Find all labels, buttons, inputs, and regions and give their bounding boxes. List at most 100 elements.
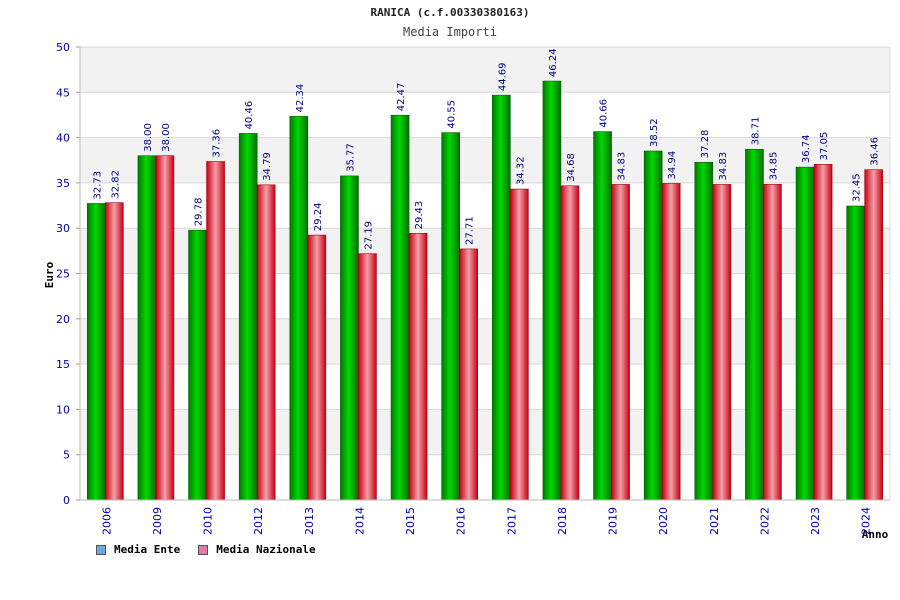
y-tick-label: 0 <box>63 494 70 507</box>
x-tick-label: 2023 <box>809 507 822 535</box>
data-label: 35.77 <box>345 143 356 172</box>
bar-media-ente <box>188 229 207 501</box>
data-label: 42.34 <box>295 84 306 113</box>
bar-media-ente <box>694 161 714 501</box>
bar-media-ente <box>795 166 815 501</box>
x-tick-label: 2014 <box>353 507 366 535</box>
bar-media-ente <box>238 133 258 501</box>
data-label: 38.00 <box>143 123 154 152</box>
x-tick-label: 2020 <box>657 507 670 535</box>
bar-media-nazionale <box>307 234 327 501</box>
data-label: 34.83 <box>718 152 729 181</box>
y-tick-label: 20 <box>56 313 70 326</box>
data-label: 44.69 <box>497 62 508 91</box>
bar-media-nazionale <box>864 169 883 501</box>
x-tick-label: 2015 <box>404 507 417 535</box>
data-label: 38.00 <box>161 123 172 152</box>
bar-media-ente <box>340 175 359 501</box>
bar-media-ente <box>390 114 410 501</box>
chart-title: RANICA (c.f.00330380163) <box>370 6 530 19</box>
data-label: 37.36 <box>212 129 223 158</box>
x-axis-label: Anno <box>862 528 889 541</box>
data-label: 34.32 <box>515 156 526 185</box>
bar-media-ente <box>745 148 764 501</box>
y-tick-label: 25 <box>56 268 70 281</box>
bar-media-ente <box>846 205 865 501</box>
bar-media-ente <box>137 155 157 501</box>
x-tick-label: 2017 <box>505 507 518 535</box>
data-label: 42.47 <box>396 83 407 112</box>
legend-item-nazionale: Media Nazionale <box>198 543 316 556</box>
bar-media-ente <box>492 94 511 501</box>
x-tick-label: 2016 <box>455 507 468 535</box>
data-label: 37.28 <box>700 130 711 159</box>
data-label: 40.46 <box>244 101 255 130</box>
data-label: 32.45 <box>852 173 863 202</box>
bar-media-nazionale <box>560 185 580 501</box>
bar-media-ente <box>542 80 562 501</box>
y-tick-label: 45 <box>56 86 70 99</box>
data-label: 34.83 <box>617 152 628 181</box>
bar-media-nazionale <box>206 161 225 501</box>
x-tick-label: 2021 <box>708 507 721 535</box>
data-label: 36.74 <box>801 134 812 163</box>
chart-subtitle: Media Importi <box>403 25 497 39</box>
bar-media-nazionale <box>611 184 630 501</box>
x-tick-label: 2019 <box>607 507 620 535</box>
legend-label-ente: Media Ente <box>114 543 181 556</box>
data-label: 36.46 <box>870 137 881 166</box>
bar-media-nazionale <box>408 233 428 501</box>
data-label: 46.24 <box>548 48 559 77</box>
legend-item-ente: Media Ente <box>96 543 180 556</box>
data-label: 34.68 <box>566 153 577 182</box>
bar-media-nazionale <box>813 164 833 501</box>
bar-media-nazionale <box>155 155 175 501</box>
data-label: 40.66 <box>599 99 610 128</box>
x-tick-label: 2006 <box>100 507 113 535</box>
x-tick-label: 2013 <box>303 507 316 535</box>
bar-media-nazionale <box>661 183 681 501</box>
legend: Media Ente Media Nazionale <box>96 543 334 556</box>
x-tick-label: 2018 <box>556 507 569 535</box>
data-label: 40.55 <box>447 100 458 129</box>
plot-band <box>80 47 890 93</box>
bar-media-ente <box>643 150 663 501</box>
legend-swatch-ente <box>96 544 106 555</box>
bar-media-nazionale <box>763 183 782 501</box>
legend-swatch-nazionale <box>198 544 209 555</box>
data-label: 27.71 <box>465 216 476 245</box>
y-tick-label: 15 <box>56 358 70 371</box>
x-tick-label: 2012 <box>252 507 265 535</box>
data-label: 34.94 <box>667 151 678 180</box>
y-tick-label: 40 <box>56 132 70 145</box>
bar-media-nazionale <box>105 202 124 501</box>
bar-media-nazionale <box>256 184 276 501</box>
x-tick-label: 2010 <box>202 507 215 535</box>
data-label: 34.79 <box>262 152 273 181</box>
x-tick-label: 2009 <box>151 507 164 535</box>
y-tick-label: 35 <box>56 177 70 190</box>
data-label: 34.85 <box>768 152 779 181</box>
data-label: 29.24 <box>313 202 324 231</box>
data-label: 29.78 <box>194 198 205 227</box>
bar-media-ente <box>87 203 106 501</box>
legend-label-nazionale: Media Nazionale <box>216 543 316 556</box>
data-label: 38.71 <box>750 117 761 146</box>
plot-band <box>80 92 890 138</box>
bar-media-nazionale <box>712 184 732 501</box>
y-tick-label: 50 <box>56 41 70 54</box>
bar-media-ente <box>593 131 612 501</box>
y-tick-label: 10 <box>56 403 70 416</box>
data-label: 38.52 <box>649 118 660 147</box>
bar-media-nazionale <box>358 253 377 501</box>
bar-media-nazionale <box>459 248 478 501</box>
data-label: 32.82 <box>110 170 121 199</box>
bar-media-nazionale <box>510 188 529 501</box>
data-label: 27.19 <box>363 221 374 250</box>
x-tick-label: 2024 <box>860 507 873 535</box>
data-label: 32.73 <box>92 171 103 200</box>
bar-media-ente <box>441 132 460 501</box>
data-label: 29.43 <box>414 201 425 230</box>
bar-media-ente <box>289 116 309 501</box>
